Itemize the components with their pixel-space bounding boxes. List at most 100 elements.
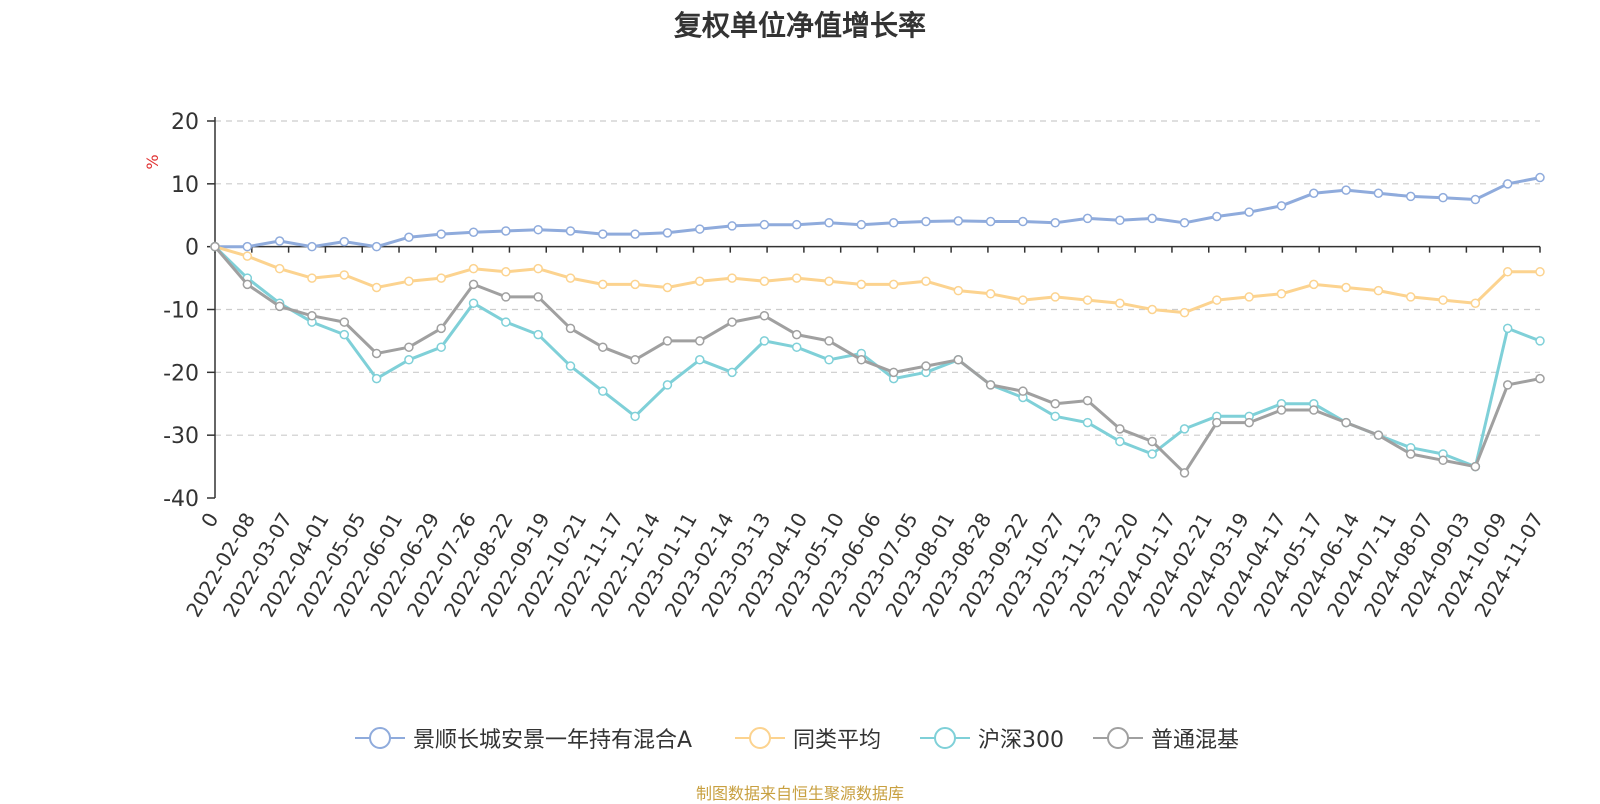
line-chart: 20100-10-20-30-40%02022-02-082022-03-072… (143, 110, 1548, 621)
data-point (727, 367, 737, 378)
data-point (921, 276, 931, 286)
data-point (339, 236, 350, 247)
data-point (1373, 430, 1384, 440)
data-point (371, 282, 382, 293)
legend-item[interactable]: 景顺长城安景一年持有混合A (355, 722, 692, 754)
legend-circle (369, 727, 391, 749)
data-point (1373, 285, 1384, 296)
grid-lines (215, 120, 1540, 436)
data-point (888, 367, 899, 378)
legend-label: 景顺长城安景一年持有混合A (413, 728, 693, 753)
series-line-0 (215, 176, 1541, 249)
data-point (307, 311, 317, 321)
data-point (1535, 267, 1545, 277)
data-point (1018, 295, 1028, 305)
data-point (888, 279, 899, 290)
y-tick-label: -30 (163, 424, 199, 449)
data-point (242, 241, 253, 252)
data-point (1050, 292, 1060, 302)
data-point (1179, 468, 1190, 478)
data-point (985, 216, 996, 227)
legend-item[interactable]: 沪深300 (920, 722, 1064, 754)
data-point (824, 355, 834, 365)
data-point (1018, 216, 1028, 227)
data-point (1212, 211, 1222, 222)
data-point (1147, 304, 1157, 315)
legend-line-circle-icon (355, 727, 405, 749)
data-point (1115, 436, 1125, 447)
data-point (242, 279, 253, 290)
data-point (953, 285, 964, 296)
y-tick-label: -40 (163, 487, 199, 512)
data-point (1405, 191, 1416, 202)
data-point (856, 355, 867, 365)
data-point (468, 279, 479, 290)
data-point (985, 289, 996, 299)
data-point (695, 355, 705, 365)
legend-line-circle-icon (735, 727, 785, 749)
data-point (371, 241, 382, 252)
data-point (953, 216, 964, 226)
legend-label: 同类平均 (793, 728, 882, 753)
data-point (1082, 295, 1093, 305)
data-point (436, 342, 446, 352)
data-point (468, 227, 479, 237)
data-point (1438, 455, 1448, 466)
data-point (1115, 424, 1125, 434)
data-point (598, 386, 608, 396)
data-point (468, 263, 479, 274)
data-point (371, 348, 382, 359)
data-point (1050, 218, 1060, 228)
legend-circle (749, 727, 771, 749)
y-tick-label: 20 (171, 110, 199, 135)
data-point (1341, 417, 1351, 428)
data-point (1535, 172, 1545, 183)
data-point (662, 336, 673, 346)
y-tick-label: 0 (185, 236, 199, 261)
data-point (1179, 424, 1190, 434)
data-point (1502, 323, 1513, 334)
axes (207, 117, 1541, 499)
data-point (533, 292, 543, 302)
data-point (533, 263, 543, 274)
data-point (1502, 267, 1513, 277)
legend-line-circle-icon (1093, 727, 1143, 749)
data-point (274, 301, 285, 312)
data-point (791, 329, 802, 340)
data-point (695, 276, 705, 286)
data-point (501, 226, 511, 236)
data-point (1438, 295, 1448, 305)
data-point (1309, 188, 1319, 199)
data-point (824, 276, 834, 286)
data-point (1082, 395, 1093, 406)
data-point (1341, 282, 1351, 293)
data-point (1212, 417, 1222, 428)
data-point (274, 263, 285, 274)
legend-item[interactable]: 普通混基 (1093, 722, 1239, 754)
data-point (1276, 405, 1287, 415)
data-point (727, 221, 737, 231)
data-point (1244, 292, 1254, 302)
data-point (565, 361, 576, 371)
data-point (565, 273, 576, 283)
data-point (630, 279, 640, 290)
data-point (598, 342, 608, 352)
data-point (695, 224, 705, 234)
data-point (630, 229, 640, 239)
data-point (1018, 386, 1028, 396)
data-point (662, 380, 673, 390)
series-line-1 (214, 245, 1540, 315)
data-point (339, 270, 350, 280)
data-point (1341, 185, 1351, 195)
data-point (791, 273, 802, 283)
data-point (1115, 298, 1125, 308)
legend-item[interactable]: 同类平均 (735, 722, 881, 754)
data-point (404, 355, 414, 365)
data-point (1405, 292, 1416, 302)
data-point (1212, 295, 1222, 305)
data-point (921, 361, 931, 371)
data-point (1535, 336, 1545, 346)
data-point (985, 380, 996, 390)
data-point (436, 323, 446, 334)
legend: 景顺长城安景一年持有混合A 同类平均 沪深300 普通混基 (0, 722, 1600, 754)
